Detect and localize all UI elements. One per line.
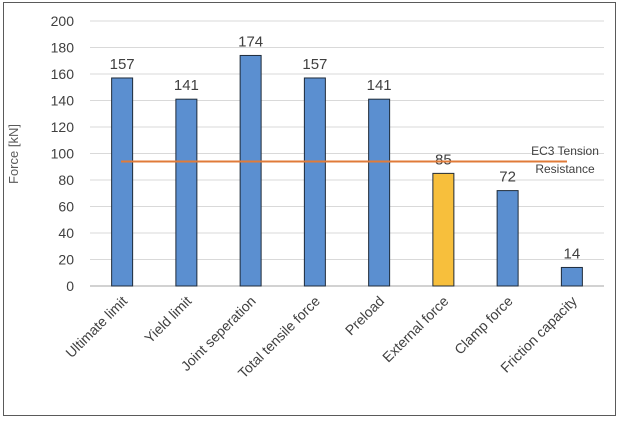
y-tick-label: 100: [51, 146, 75, 162]
y-tick-label: 140: [51, 93, 75, 109]
data-label: 72: [499, 169, 516, 186]
data-label: 141: [367, 77, 392, 94]
y-tick-label: 0: [66, 278, 74, 294]
bar: [496, 190, 519, 287]
reference-line-group: EC3 Tension Resistance: [121, 144, 599, 176]
bar: [432, 172, 455, 287]
x-tick-label: Preload: [342, 293, 387, 338]
bar: [368, 98, 391, 287]
bar: [303, 77, 326, 287]
data-label: 14: [564, 245, 581, 262]
bar: [111, 77, 134, 287]
reference-line-label: Resistance: [535, 162, 595, 176]
x-tick-label: Ultimate limit: [62, 293, 130, 361]
y-axis-title: Force [kN]: [6, 124, 21, 184]
data-label: 174: [238, 33, 263, 50]
y-tick-label: 200: [51, 13, 75, 29]
data-label: 157: [110, 56, 135, 73]
bars: 157 141 174 157 141 85 72 14: [110, 33, 583, 287]
y-tick-label: 60: [58, 199, 74, 215]
y-tick-label: 180: [51, 40, 75, 56]
bar: [560, 266, 583, 287]
bar: [175, 98, 198, 287]
x-tick-label: Clamp force: [451, 293, 516, 358]
y-axis-ticks: 0 20 40 60 80 100 120 140 160 180 200: [51, 13, 75, 294]
x-tick-label: External force: [379, 293, 452, 366]
chart-frame: Force [kN] 0 20 40 60 80 100 120 140 160 180 200 1…: [3, 2, 616, 416]
data-label: 85: [435, 151, 452, 168]
bar: [239, 54, 262, 287]
bar-chart: Force [kN] 0 20 40 60 80 100 120 140 160 180 200 1…: [6, 13, 604, 382]
data-label: 141: [174, 77, 199, 94]
y-tick-label: 40: [58, 225, 74, 241]
y-tick-label: 160: [51, 66, 75, 82]
data-label: 157: [302, 56, 327, 73]
y-tick-label: 80: [58, 172, 74, 188]
y-tick-label: 120: [51, 119, 75, 135]
gridlines: [90, 20, 604, 287]
x-tick-label: Yield limit: [141, 293, 194, 346]
reference-line-label: EC3 Tension: [531, 144, 599, 158]
y-tick-label: 20: [58, 252, 74, 268]
